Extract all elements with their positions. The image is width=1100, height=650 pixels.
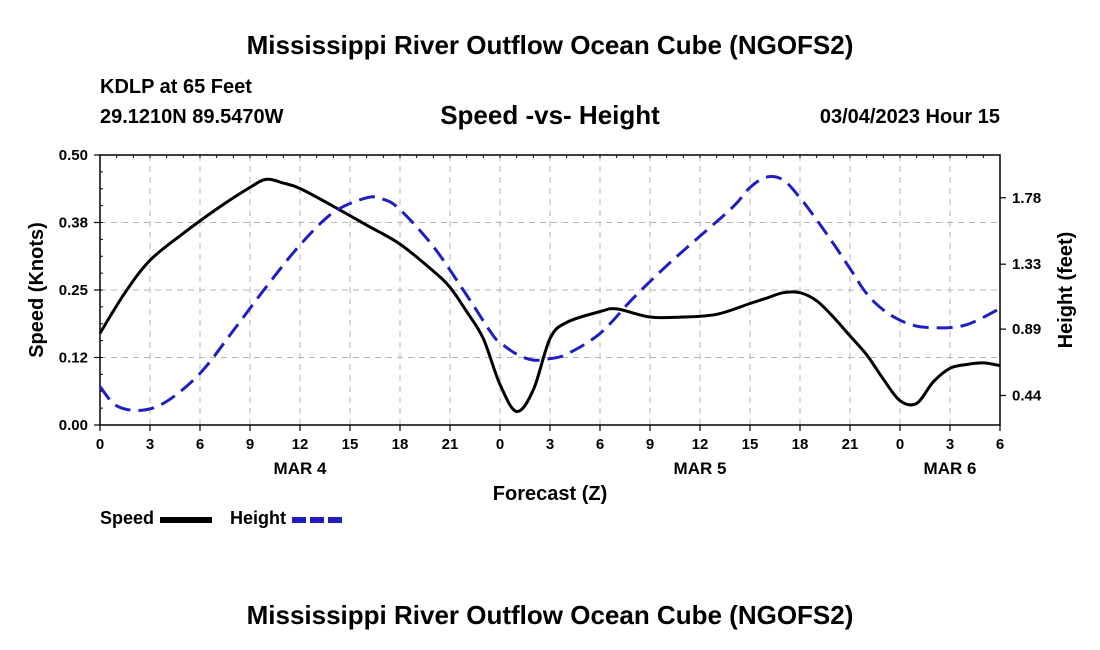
y-tick-label: 0.50 (59, 147, 88, 164)
legend-height-swatch (292, 517, 342, 523)
x-tick-label: 9 (646, 436, 654, 453)
bottom-title: Mississippi River Outflow Ocean Cube (NG… (246, 600, 854, 630)
y2-tick-label: 0.89 (1012, 321, 1041, 338)
legend-speed-swatch (160, 517, 212, 523)
x-tick-label: 0 (96, 436, 104, 453)
grid (100, 155, 1000, 425)
x-tick-label: 15 (742, 436, 759, 453)
x-tick-label: 18 (392, 436, 409, 453)
legend-height-label: Height (230, 508, 286, 528)
x-tick-label: 6 (996, 436, 1004, 453)
legend-speed-label: Speed (100, 508, 155, 528)
x-tick-label: 12 (292, 436, 309, 453)
forecast-timestamp: 03/04/2023 Hour 15 (819, 106, 1000, 128)
y-tick-label: 0.38 (59, 215, 88, 232)
page-title: Mississippi River Outflow Ocean Cube (NG… (246, 30, 854, 60)
series-speed-line (98, 177, 1001, 413)
x-tick-label: 21 (842, 436, 859, 453)
chart: 0 3 6 9 12 15 18 21 0 3 6 9 12 15 18 21 0 3 6 0.00 0.12 0.25 0… (26, 147, 1077, 505)
x-tick-label: 3 (546, 436, 554, 453)
x-tick-label: 12 (692, 436, 709, 453)
y-tick-label: 0.25 (59, 282, 88, 299)
x-tick-label: 21 (442, 436, 459, 453)
series-group (98, 175, 1001, 413)
y2-tick-label: 1.33 (1012, 256, 1041, 273)
x-tick-label: 9 (246, 436, 254, 453)
x-tick-label: 3 (146, 436, 154, 453)
x-tick-label: 0 (896, 436, 904, 453)
station-name: KDLP at 65 Feet (100, 76, 252, 98)
y-tick-label: 0.00 (59, 417, 88, 434)
x-tick-label: 18 (792, 436, 809, 453)
day-label: MAR 5 (674, 459, 727, 478)
y-axis-label: Speed (Knots) (26, 222, 48, 358)
x-tick-label: 6 (596, 436, 604, 453)
chart-subtitle: Speed -vs- Height (440, 100, 660, 130)
x-tick-label: 0 (496, 436, 504, 453)
axis-ticks: 0 3 6 9 12 15 18 21 0 3 6 9 12 15 18 21 0 3 6 0.00 0.12 0.25 0… (59, 147, 1042, 478)
x-axis-label: Forecast (Z) (493, 483, 607, 505)
day-label: MAR 6 (924, 459, 977, 478)
day-label: MAR 4 (274, 459, 327, 478)
x-tick-label: 6 (196, 436, 204, 453)
station-coords: 29.1210N 89.5470W (100, 106, 284, 128)
y-tick-label: 0.12 (59, 350, 88, 367)
series-height-line (98, 175, 1001, 412)
x-tick-label: 15 (342, 436, 359, 453)
y2-tick-label: 0.44 (1012, 387, 1042, 404)
x-tick-label: 3 (946, 436, 954, 453)
y2-tick-label: 1.78 (1012, 190, 1041, 207)
y2-axis-label: Height (feet) (1055, 232, 1077, 349)
